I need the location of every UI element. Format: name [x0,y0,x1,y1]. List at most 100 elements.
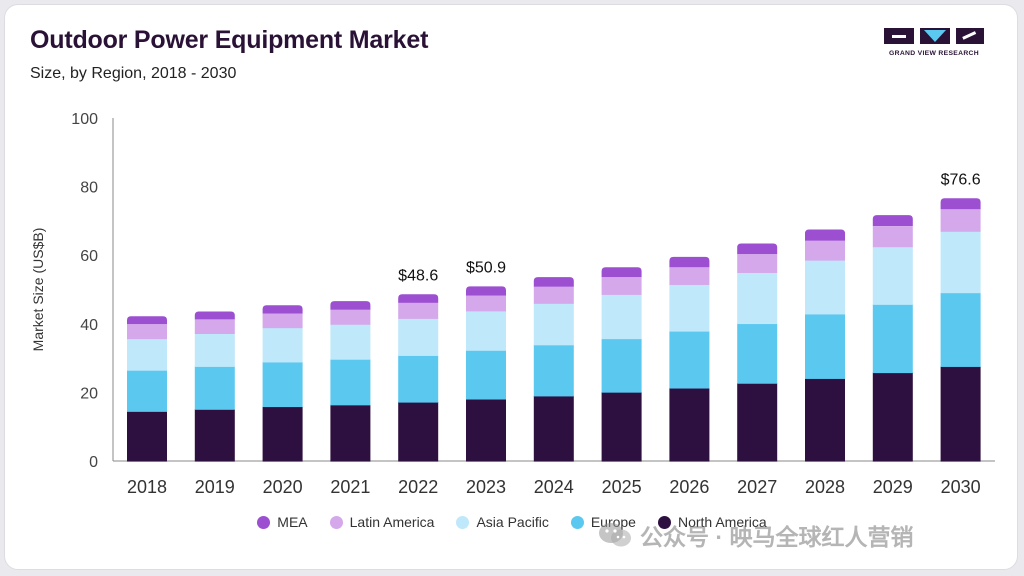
legend-label: North America [677,514,767,530]
legend-swatch-icon [456,515,470,529]
x-tick-label: 2021 [330,477,370,497]
bar-segment-latin-america [872,226,913,248]
bar-segment-asia-pacific [669,284,710,332]
data-label: $50.9 [466,259,506,276]
bar-segment-latin-america [533,286,574,304]
bar-segment-asia-pacific [398,318,439,356]
chart-card [4,4,1018,570]
x-tick-label: 2025 [602,477,642,497]
chart-legend: MEA Latin America Asia Pacific Europe North … [0,514,1024,530]
bar-segment-north-america [872,372,913,462]
bar-segment-asia-pacific [466,310,506,351]
x-tick-label: 2020 [263,477,303,497]
y-tick-label: 0 [89,454,98,471]
legend-label: MEA [277,514,308,530]
legend-item: North America [657,514,767,530]
bar-segment-latin-america [398,302,439,319]
bar-segment-europe [737,323,778,384]
bar-segment-europe [533,344,574,397]
bar-segment-europe [330,359,371,406]
bar-segment-latin-america [669,267,710,285]
bar-segment-latin-america [601,277,642,295]
bar-segment-mea [669,256,710,268]
bar-segment-mea [194,311,235,320]
bar-segment-mea [940,198,981,210]
bar-segment-asia-pacific [805,260,845,315]
bar-segment-latin-america [466,295,506,312]
y-axis-label: Market Size (US$B) [30,228,46,352]
bar-segment-mea [601,267,642,278]
legend-label: Latin America [349,514,435,530]
bar-segment-mea [466,286,506,296]
bar-segment-north-america [669,387,710,462]
x-tick-label: 2029 [873,477,913,497]
legend-swatch-icon [329,515,343,529]
bar-segment-asia-pacific [737,272,778,325]
y-tick-label: 80 [80,180,98,197]
data-label: $76.6 [941,171,981,188]
bar-segment-north-america [805,378,845,462]
bar-segment-asia-pacific [533,303,574,346]
bar-segment-europe [669,331,710,389]
legend-swatch-icon [257,515,271,529]
bar-segment-mea [737,243,778,255]
bar-segment-mea [805,229,845,241]
bar-segment-asia-pacific [872,246,913,305]
legend-label: Asia Pacific [476,514,549,530]
y-tick-label: 40 [80,317,98,334]
bar-segment-europe [194,366,235,410]
y-tick-label: 60 [80,248,98,265]
x-tick-label: 2030 [941,477,981,497]
bar-segment-north-america [601,392,642,462]
bar-segment-north-america [737,383,778,462]
chart-subtitle: Size, by Region, 2018 - 2030 [30,65,237,82]
bar-segment-north-america [940,366,981,462]
grand-view-research-logo: GRAND VIEW RESEARCH [882,26,986,62]
bar-segment-asia-pacific [601,294,642,340]
bar-segment-asia-pacific [262,327,303,363]
bar-segment-europe [466,350,506,400]
bar-segment-europe [398,355,439,403]
bar-segment-north-america [398,402,439,462]
bar-segment-north-america [127,411,167,462]
bar-segment-mea [262,305,303,314]
x-tick-label: 2026 [669,477,709,497]
bar-segment-asia-pacific [330,324,371,360]
logo-mark-icon [884,28,984,44]
bar-segment-mea [533,277,574,287]
bar-segment-europe [262,361,303,408]
x-tick-label: 2024 [534,477,574,497]
bar-segment-north-america [466,398,506,462]
legend-item: MEA [257,514,308,530]
bar-segment-mea [127,316,167,325]
bar-segment-latin-america [262,313,303,329]
chart-title: Outdoor Power Equipment Market [30,26,429,54]
bar-segment-north-america [330,404,371,462]
bar-segment-europe [940,292,981,367]
bar-segment-latin-america [330,309,371,325]
bar-segment-north-america [262,406,303,462]
x-tick-label: 2023 [466,477,506,497]
bar-segment-europe [805,313,845,379]
y-tick-label: 100 [71,111,98,128]
bar-segment-north-america [194,409,235,462]
bar-segment-europe [601,338,642,393]
x-tick-label: 2028 [805,477,845,497]
bar-segment-europe [127,370,167,412]
x-tick-label: 2027 [737,477,777,497]
y-tick-label: 20 [80,385,98,402]
bar-segment-mea [872,215,913,227]
x-tick-label: 2022 [398,477,438,497]
data-label: $48.6 [398,267,438,284]
bar-segment-latin-america [737,254,778,273]
logo-text: GRAND VIEW RESEARCH [889,50,979,57]
bar-segment-asia-pacific [940,231,981,294]
legend-item: Latin America [329,514,435,530]
bar-segment-asia-pacific [127,338,167,371]
bar-segment-asia-pacific [194,333,235,367]
bar-segment-mea [398,294,439,303]
bar-segment-mea [330,301,371,310]
x-tick-label: 2019 [195,477,235,497]
legend-swatch-icon [657,515,671,529]
